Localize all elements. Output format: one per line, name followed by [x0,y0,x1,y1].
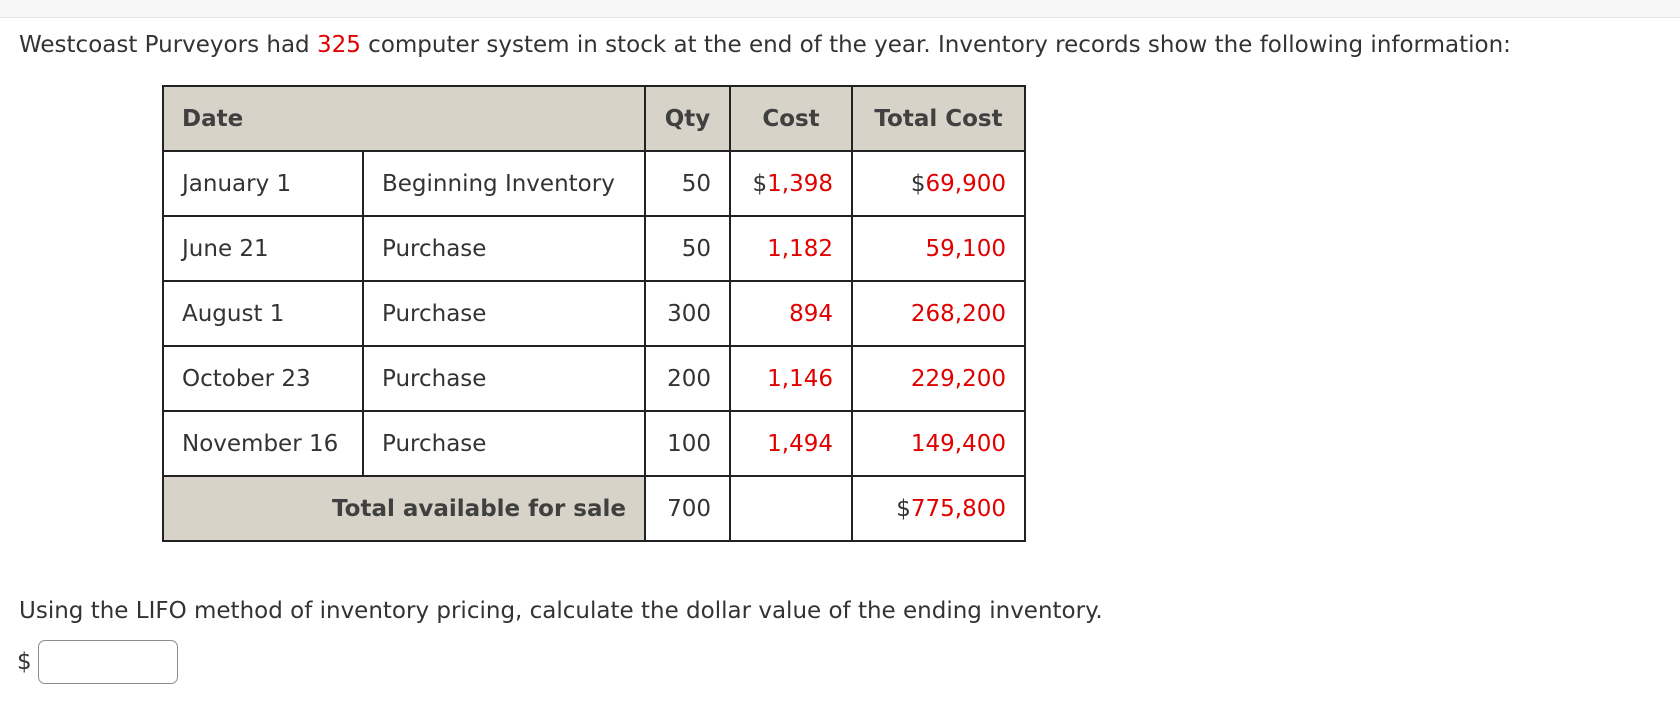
answer-currency: $ [17,649,32,675]
row-qty: 50 [644,215,731,282]
cost-value: 1,398 [767,170,833,197]
row-cost: 1,494 [729,410,853,477]
row-cost: 1,146 [729,345,853,412]
row-description: Purchase [362,410,646,477]
cost-currency: $ [752,170,768,197]
question-text: Using the LIFO method of inventory prici… [19,598,1103,624]
row-date: June 21 [162,215,364,282]
row-date: November 16 [162,410,364,477]
intro-before: Westcoast Purveyors had [19,32,317,58]
header-qty: Qty [644,85,731,152]
table-header-row: Date Qty Cost Total Cost [162,85,1026,152]
row-total-cost: $69,900 [851,150,1026,217]
row-date: August 1 [162,280,364,347]
answer-row: $ [17,640,178,684]
header-total-cost: Total Cost [851,85,1026,152]
table-row: August 1 Purchase 300 894 268,200 [162,280,1026,347]
total-value: 268,200 [910,300,1006,327]
total-value: 149,400 [910,430,1006,457]
row-qty: 50 [644,150,731,217]
intro-text: Westcoast Purveyors had 325 computer sys… [19,30,1511,60]
row-cost: $1,398 [729,150,853,217]
row-total-cost: 229,200 [851,345,1026,412]
row-total-cost: 149,400 [851,410,1026,477]
footer-qty: 700 [644,475,731,542]
table-row: January 1 Beginning Inventory 50 $1,398 … [162,150,1026,217]
total-value: 229,200 [910,365,1006,392]
footer-cost-empty [729,475,853,542]
row-qty: 200 [644,345,731,412]
total-value: 69,900 [925,170,1006,197]
top-bar [0,0,1680,18]
inventory-table: Date Qty Cost Total Cost January 1 Begin… [162,85,1026,542]
header-date: Date [162,85,646,152]
row-description: Purchase [362,280,646,347]
row-qty: 300 [644,280,731,347]
intro-after: computer system in stock at the end of t… [360,32,1511,58]
row-cost: 1,182 [729,215,853,282]
table-row: November 16 Purchase 100 1,494 149,400 [162,410,1026,477]
total-currency: $ [896,495,911,522]
row-date: October 23 [162,345,364,412]
cost-value: 1,146 [767,365,833,392]
total-value: 775,800 [910,495,1006,522]
row-description: Purchase [362,215,646,282]
footer-total-cost: $775,800 [851,475,1026,542]
cost-value: 894 [789,300,833,327]
header-cost: Cost [729,85,853,152]
total-value: 59,100 [925,235,1006,262]
table-footer-row: Total available for sale 700 $775,800 [162,475,1026,542]
row-total-cost: 268,200 [851,280,1026,347]
row-cost: 894 [729,280,853,347]
row-total-cost: 59,100 [851,215,1026,282]
stock-count: 325 [316,32,361,58]
answer-input[interactable] [37,640,178,684]
row-description: Purchase [362,345,646,412]
footer-label: Total available for sale [162,475,646,542]
table-row: October 23 Purchase 200 1,146 229,200 [162,345,1026,412]
table-row: June 21 Purchase 50 1,182 59,100 [162,215,1026,282]
row-description: Beginning Inventory [362,150,646,217]
cost-value: 1,182 [767,235,833,262]
cost-value: 1,494 [767,430,833,457]
row-qty: 100 [644,410,731,477]
total-currency: $ [910,170,926,197]
row-date: January 1 [162,150,364,217]
